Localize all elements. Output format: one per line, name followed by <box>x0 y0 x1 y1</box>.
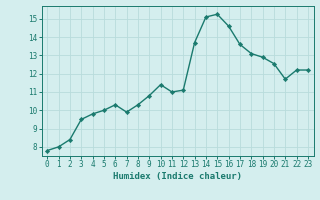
X-axis label: Humidex (Indice chaleur): Humidex (Indice chaleur) <box>113 172 242 181</box>
